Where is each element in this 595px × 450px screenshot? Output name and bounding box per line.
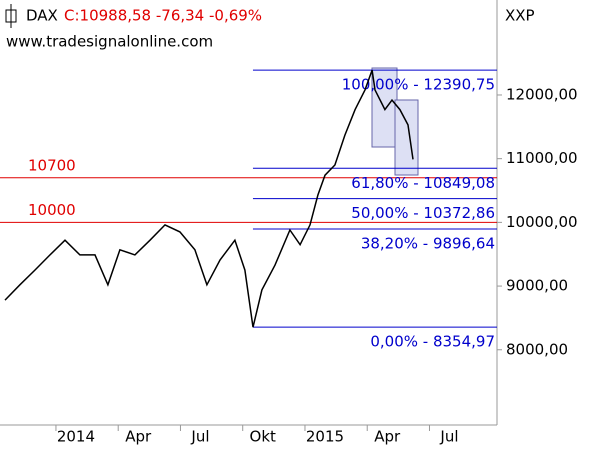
y-tick-label: 9000,00 bbox=[506, 277, 568, 295]
x-tick-label: Okt bbox=[250, 428, 276, 446]
x-tick-label: Apr bbox=[125, 428, 152, 446]
y-tick-label: 8000,00 bbox=[506, 340, 568, 358]
price-line bbox=[4, 69, 414, 328]
x-tick-label: 2015 bbox=[306, 428, 344, 446]
y-tick-label: 10000,00 bbox=[506, 213, 578, 231]
x-tick-label: Apr bbox=[374, 428, 401, 446]
quote: C:10988,58 -76,34 -0,69% bbox=[64, 7, 262, 25]
symbol: DAX bbox=[26, 7, 58, 25]
x-tick-label: Jul bbox=[190, 428, 209, 446]
x-tick-label: Jul bbox=[439, 428, 458, 446]
y-tick-label: 11000,00 bbox=[506, 149, 578, 167]
fib-label: 50,00% - 10372,86 bbox=[351, 204, 495, 222]
y-tick-label: 12000,00 bbox=[506, 85, 578, 103]
source: www.tradesignalonline.com bbox=[6, 33, 213, 51]
fib-label: 38,20% - 9896,64 bbox=[361, 234, 495, 252]
horizontal-line-label: 10700 bbox=[28, 156, 76, 174]
horizontal-line-label: 10000 bbox=[28, 201, 76, 219]
fib-label: 0,00% - 8354,97 bbox=[370, 333, 495, 351]
fib-label: 100,00% - 12390,75 bbox=[342, 76, 495, 94]
highlight-box bbox=[394, 99, 419, 176]
x-tick-label: 2014 bbox=[57, 428, 95, 446]
fib-label: 61,80% - 10849,08 bbox=[351, 174, 495, 192]
axis-label: XXP bbox=[505, 7, 535, 25]
